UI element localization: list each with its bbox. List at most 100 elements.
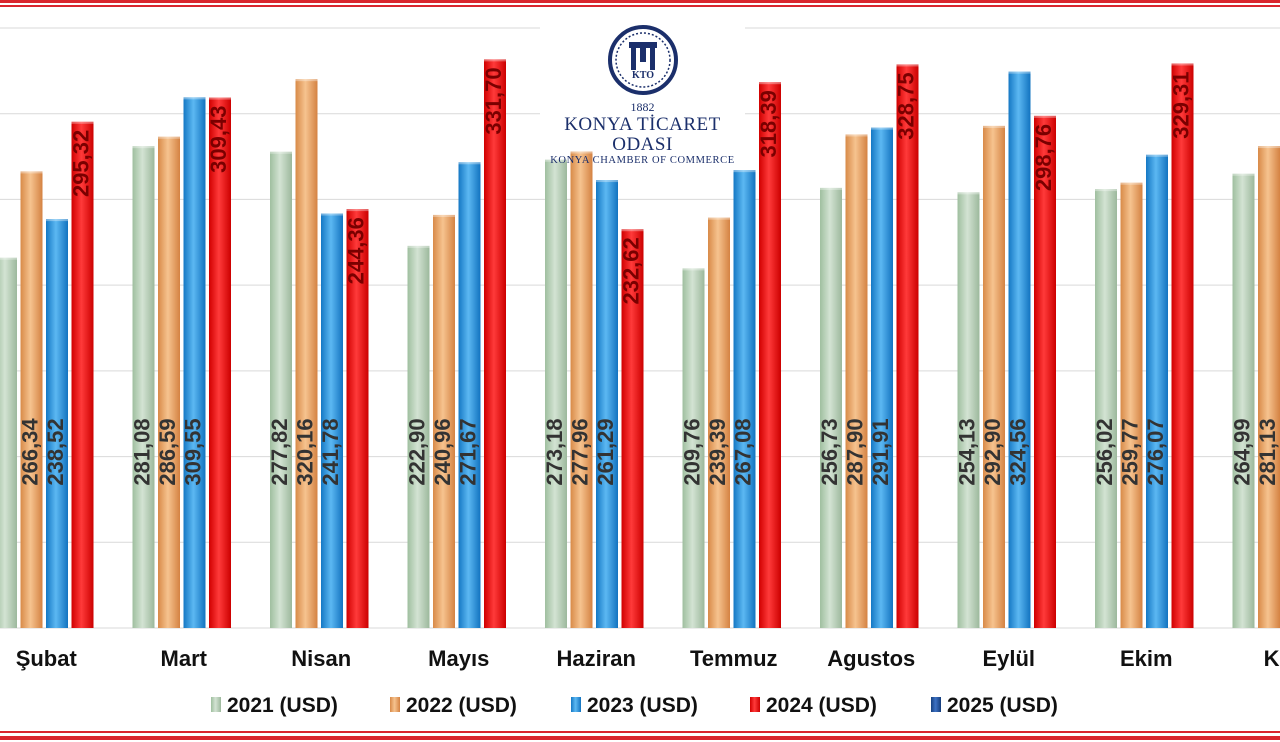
bar-2021-8 (1095, 189, 1117, 628)
bar-cap (570, 151, 593, 154)
category-label: Nisan (291, 646, 351, 671)
bar-2022-6 (845, 134, 868, 628)
legend-swatch (211, 697, 221, 712)
bar-cap (407, 245, 430, 248)
category-label: Kas (1264, 646, 1280, 671)
data-label: 256,73 (817, 418, 842, 485)
bar-cap (708, 217, 730, 220)
bar-2024-0 (71, 121, 94, 628)
top-border-inner (0, 5, 1280, 7)
bar-2024-6 (896, 64, 919, 628)
data-label: 209,76 (679, 418, 704, 485)
bar-2021-5 (682, 268, 705, 628)
bar-cap (433, 214, 455, 217)
bar-cap (295, 79, 318, 82)
bar-2022-2 (295, 79, 318, 628)
bar-cap (1232, 173, 1255, 176)
category-label: Haziran (557, 646, 636, 671)
bar-cap (957, 192, 980, 195)
bar-2022-5 (708, 217, 730, 629)
bar-cap (596, 180, 618, 183)
legend-swatch (931, 697, 941, 712)
bar-cap (983, 125, 1005, 128)
data-label: 318,39 (756, 90, 781, 157)
bottom-border (0, 731, 1280, 733)
bar-cap (209, 97, 231, 100)
bar-cap (20, 171, 43, 174)
data-labels: 266,34 238,52 295,32 281,08 286,59 309,55 309,… (17, 67, 1280, 485)
bar-cap (1146, 154, 1168, 157)
logo-year: 1882 (630, 100, 655, 114)
bar-2022-4 (570, 151, 593, 629)
data-label: 329,31 (1168, 71, 1193, 138)
bar-2021-9 (1232, 173, 1255, 628)
data-label: 261,29 (593, 418, 618, 485)
data-label: 276,07 (1143, 418, 1168, 485)
data-label: 291,91 (868, 418, 893, 485)
bar-cap (183, 97, 206, 100)
data-label: 222,90 (404, 418, 429, 485)
data-label: 266,34 (17, 418, 42, 486)
data-label: 264,99 (1229, 418, 1254, 485)
bar-cap (1120, 182, 1143, 185)
data-label: 273,18 (542, 418, 567, 485)
category-label: Şubat (16, 646, 78, 671)
bar-cap (321, 213, 343, 216)
bar-2022-1 (158, 136, 180, 628)
bar-2021-3 (407, 245, 430, 628)
data-label: 239,39 (705, 418, 730, 485)
bar-2023-6 (871, 127, 893, 628)
bar-cap (158, 136, 180, 139)
bar-2021-4 (545, 159, 567, 629)
legend: 2021 (USD) 2022 (USD) 2023 (USD) 2024 (USD)… (211, 694, 1058, 717)
bar-cap (484, 59, 506, 62)
bar-2022-7 (983, 125, 1005, 628)
bar-cap (820, 187, 842, 190)
data-label: 328,75 (893, 72, 918, 139)
bar-2021-1 (132, 146, 155, 629)
data-label: 256,02 (1092, 418, 1117, 485)
bar-cap (1095, 189, 1117, 192)
data-label: 309,43 (206, 106, 231, 173)
category-label: Mart (161, 646, 208, 671)
bar-2021-2 (270, 151, 292, 629)
legend-label: 2023 (USD) (587, 694, 698, 717)
bar-2024-7 (1034, 115, 1056, 629)
bar-2023-0 (46, 219, 68, 628)
bar-2024-1 (209, 97, 231, 628)
data-label: 244,36 (343, 217, 368, 284)
data-label: 320,16 (292, 418, 317, 485)
bar-cap (270, 151, 292, 154)
data-label: 271,67 (455, 418, 480, 485)
data-label: 309,55 (180, 418, 205, 485)
bar-cap (845, 134, 868, 137)
logo-name: KONYA TİCARET ODASI (564, 114, 721, 155)
bar-cap (0, 257, 17, 260)
category-label: Mayıs (428, 646, 489, 671)
bar-cap (71, 121, 94, 124)
data-label: 281,13 (1255, 418, 1280, 485)
bar-cap (46, 219, 68, 222)
bar-2022-9 (1258, 146, 1280, 628)
legend-label: 2021 (USD) (227, 694, 338, 717)
bar-2021-7 (957, 192, 980, 628)
data-label: 277,96 (567, 418, 592, 485)
category-label: Ekim (1120, 646, 1173, 671)
bar-2023-8 (1146, 154, 1168, 629)
category-label: Eylül (982, 646, 1035, 671)
kto-emblem-icon: KTO (607, 25, 678, 95)
bar-cap (1008, 71, 1031, 74)
bar-2023-5 (733, 170, 756, 629)
bars (0, 59, 1280, 629)
bar-2021-6 (820, 187, 842, 629)
data-label: 324,56 (1005, 418, 1030, 485)
data-label: 267,08 (730, 418, 755, 485)
bar-2024-8 (1171, 63, 1194, 629)
bar-2023-4 (596, 180, 618, 628)
data-label: 295,32 (68, 130, 93, 197)
bar-cap (871, 127, 893, 130)
category-label: Temmuz (690, 646, 778, 671)
bar-cap (458, 162, 481, 165)
legend-label: 2022 (USD) (406, 694, 517, 717)
